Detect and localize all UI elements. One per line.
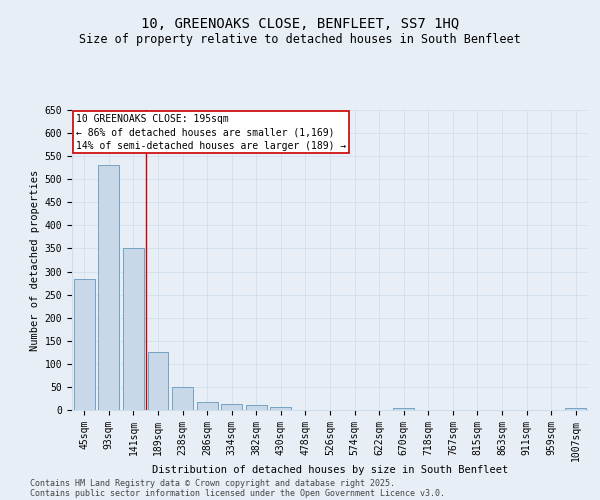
Bar (74, 280, 95, 410)
Bar (197, 402, 218, 410)
Text: 10 GREENOAKS CLOSE: 195sqm
← 86% of detached houses are smaller (1,169)
14% of s: 10 GREENOAKS CLOSE: 195sqm ← 86% of deta… (76, 114, 346, 150)
Text: Contains HM Land Registry data © Crown copyright and database right 2025.: Contains HM Land Registry data © Crown c… (30, 478, 395, 488)
Bar (98, 166, 119, 410)
Bar (565, 408, 586, 410)
Bar (172, 387, 193, 410)
Bar (271, 407, 292, 410)
Bar (221, 404, 242, 410)
Bar (123, 248, 144, 410)
Y-axis label: Number of detached properties: Number of detached properties (31, 170, 40, 350)
Text: Size of property relative to detached houses in South Benfleet: Size of property relative to detached ho… (79, 32, 521, 46)
X-axis label: Distribution of detached houses by size in South Benfleet: Distribution of detached houses by size … (152, 465, 508, 475)
Bar (148, 352, 169, 410)
Text: 10, GREENOAKS CLOSE, BENFLEET, SS7 1HQ: 10, GREENOAKS CLOSE, BENFLEET, SS7 1HQ (141, 18, 459, 32)
Bar (246, 406, 267, 410)
Bar (393, 408, 414, 410)
Text: Contains public sector information licensed under the Open Government Licence v3: Contains public sector information licen… (30, 488, 445, 498)
